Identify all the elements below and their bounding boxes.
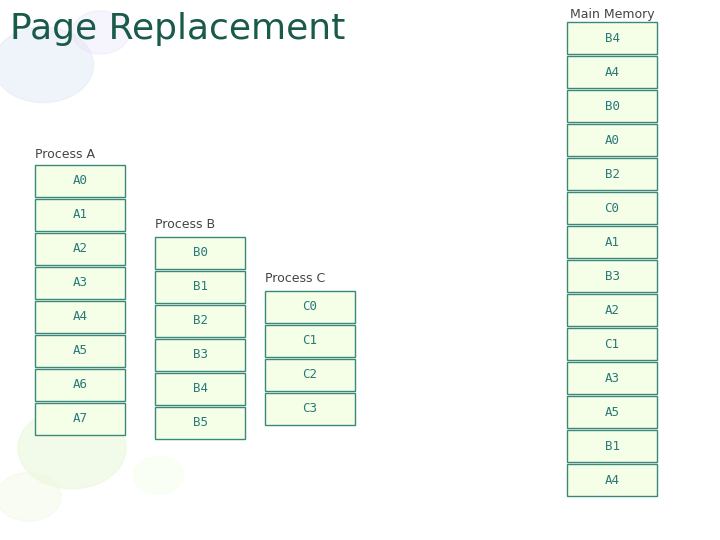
Text: C3: C3 (302, 402, 318, 415)
Text: B0: B0 (605, 99, 619, 112)
FancyBboxPatch shape (35, 233, 125, 265)
FancyBboxPatch shape (567, 56, 657, 88)
FancyBboxPatch shape (567, 294, 657, 326)
FancyBboxPatch shape (567, 158, 657, 190)
FancyBboxPatch shape (35, 403, 125, 435)
Text: A3: A3 (73, 276, 88, 289)
Text: B4: B4 (605, 31, 619, 44)
Ellipse shape (18, 408, 126, 489)
Text: A2: A2 (73, 242, 88, 255)
Text: B4: B4 (192, 382, 207, 395)
Text: A5: A5 (73, 345, 88, 357)
FancyBboxPatch shape (155, 373, 245, 405)
Text: B3: B3 (605, 269, 619, 282)
Text: A1: A1 (605, 235, 619, 248)
Text: A4: A4 (73, 310, 88, 323)
FancyBboxPatch shape (567, 396, 657, 428)
FancyBboxPatch shape (567, 260, 657, 292)
Text: B1: B1 (605, 440, 619, 453)
Text: A0: A0 (73, 174, 88, 187)
Text: A4: A4 (605, 65, 619, 78)
FancyBboxPatch shape (567, 192, 657, 224)
FancyBboxPatch shape (155, 339, 245, 371)
Text: B0: B0 (192, 246, 207, 260)
Text: Process C: Process C (265, 272, 325, 285)
FancyBboxPatch shape (567, 362, 657, 394)
Text: C1: C1 (605, 338, 619, 350)
FancyBboxPatch shape (265, 291, 355, 323)
Text: B2: B2 (192, 314, 207, 327)
FancyBboxPatch shape (35, 199, 125, 231)
FancyBboxPatch shape (265, 359, 355, 391)
FancyBboxPatch shape (35, 267, 125, 299)
Text: B5: B5 (192, 416, 207, 429)
Ellipse shape (0, 472, 61, 521)
Text: A3: A3 (605, 372, 619, 384)
FancyBboxPatch shape (567, 90, 657, 122)
FancyBboxPatch shape (567, 430, 657, 462)
FancyBboxPatch shape (567, 226, 657, 258)
Text: A0: A0 (605, 133, 619, 146)
FancyBboxPatch shape (567, 464, 657, 496)
FancyBboxPatch shape (35, 369, 125, 401)
FancyBboxPatch shape (155, 271, 245, 303)
Text: C0: C0 (605, 201, 619, 214)
Text: C1: C1 (302, 334, 318, 348)
FancyBboxPatch shape (567, 328, 657, 360)
FancyBboxPatch shape (567, 124, 657, 156)
Text: Page Replacement: Page Replacement (10, 12, 346, 46)
Text: B3: B3 (192, 348, 207, 361)
Text: A4: A4 (605, 474, 619, 487)
Text: B2: B2 (605, 167, 619, 180)
FancyBboxPatch shape (265, 393, 355, 425)
Text: Process B: Process B (155, 218, 215, 231)
Text: Process A: Process A (35, 148, 95, 161)
Text: A1: A1 (73, 208, 88, 221)
Text: Main Memory: Main Memory (570, 8, 654, 21)
FancyBboxPatch shape (35, 165, 125, 197)
Text: A5: A5 (605, 406, 619, 419)
Ellipse shape (0, 27, 94, 103)
Ellipse shape (72, 11, 130, 54)
FancyBboxPatch shape (155, 237, 245, 269)
FancyBboxPatch shape (265, 325, 355, 357)
Text: A7: A7 (73, 413, 88, 426)
FancyBboxPatch shape (155, 305, 245, 337)
FancyBboxPatch shape (155, 407, 245, 439)
FancyBboxPatch shape (35, 301, 125, 333)
Text: A6: A6 (73, 379, 88, 392)
Text: C0: C0 (302, 300, 318, 314)
FancyBboxPatch shape (35, 335, 125, 367)
FancyBboxPatch shape (567, 22, 657, 54)
Text: A2: A2 (605, 303, 619, 316)
Text: B1: B1 (192, 280, 207, 294)
Text: C2: C2 (302, 368, 318, 381)
Ellipse shape (133, 456, 184, 494)
